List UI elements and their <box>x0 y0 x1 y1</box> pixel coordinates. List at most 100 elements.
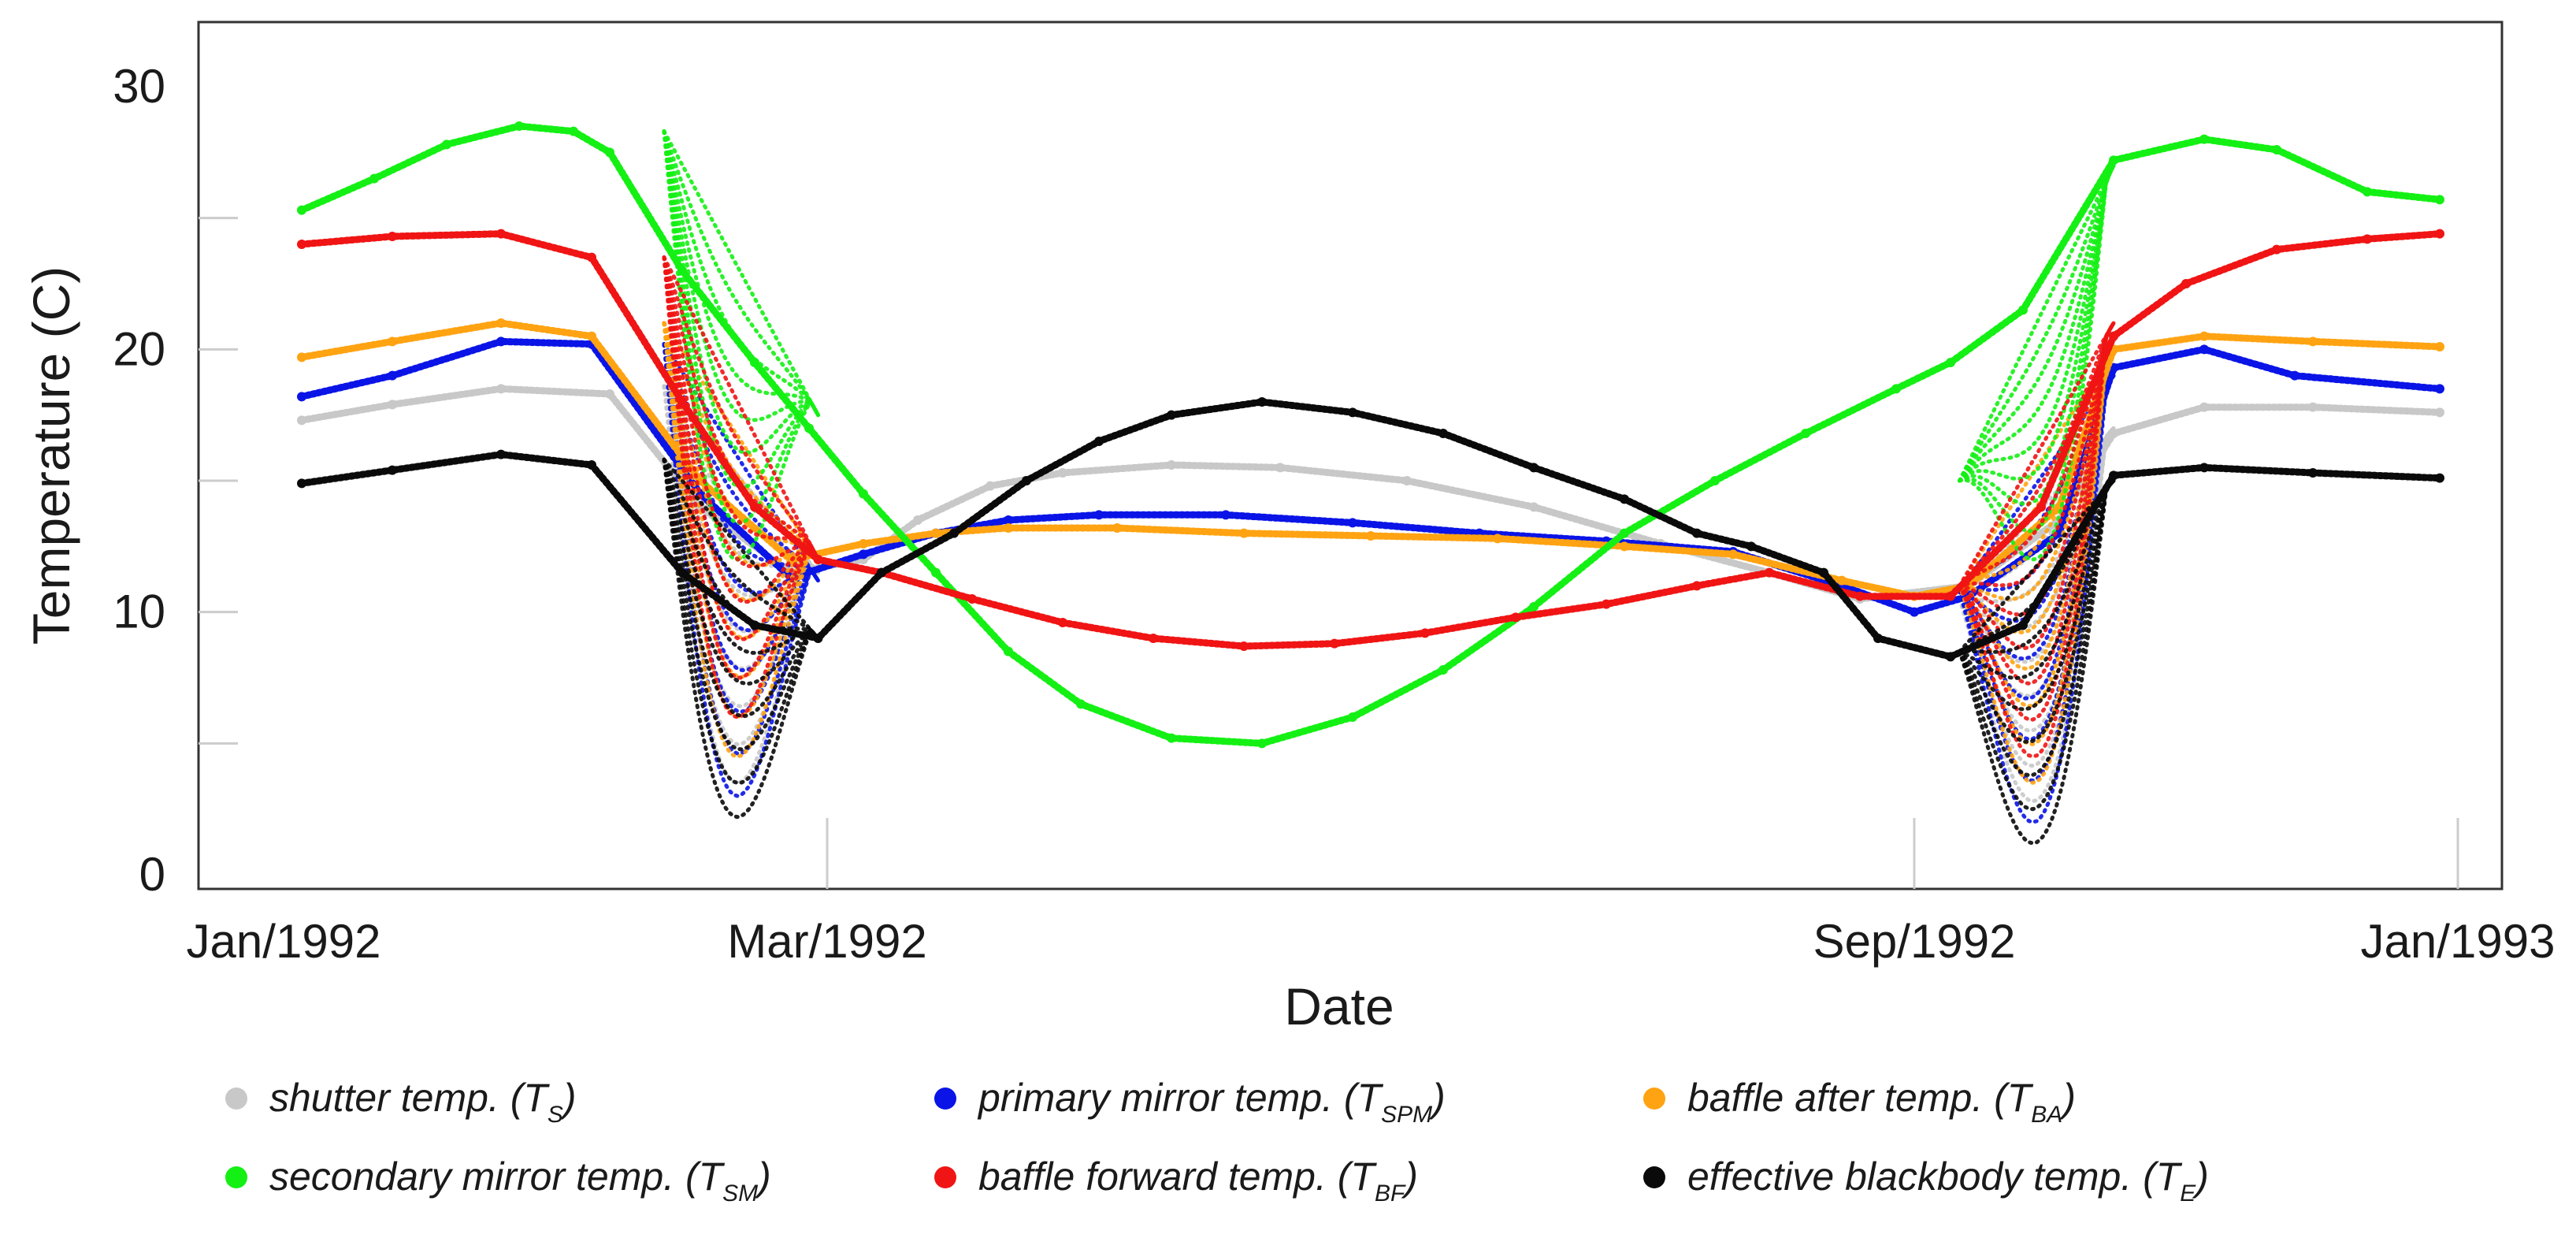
legend-label: secondary mirror temp. (TSM) <box>269 1154 771 1207</box>
scatter-band <box>1958 478 2116 680</box>
scatter-band <box>1958 478 2116 744</box>
data-point <box>1819 567 1828 578</box>
series-effective-blackbody-temp <box>297 397 2444 846</box>
scatter-band <box>662 255 820 562</box>
legend-marker <box>1643 1166 1665 1188</box>
data-point <box>388 465 397 475</box>
scatter-band <box>1958 163 2116 483</box>
scatter-band <box>1958 321 2116 686</box>
data-point <box>388 370 397 381</box>
data-point <box>1692 528 1702 538</box>
scatter-band <box>662 255 820 641</box>
scatter-band <box>662 457 820 686</box>
scatter-band <box>662 255 820 562</box>
data-point <box>859 549 868 560</box>
legend-item: shutter temp. (TS) <box>225 1076 577 1128</box>
legend-subscript: BA <box>2031 1102 2062 1128</box>
data-point <box>2435 195 2444 205</box>
x-tick-label: Sep/1992 <box>1813 915 2016 968</box>
legend-item: primary mirror temp. (TSPM) <box>934 1076 1446 1128</box>
legend-item: baffle forward temp. (TBF) <box>934 1154 1418 1207</box>
scatter-band <box>1958 478 2116 778</box>
data-point <box>1330 638 1339 649</box>
data-point <box>1692 581 1702 591</box>
data-point <box>1058 618 1067 627</box>
scatter-band <box>1958 163 2116 562</box>
scatter-band <box>1958 374 2116 783</box>
data-point <box>1620 494 1629 504</box>
y-tick-label: 0 <box>139 848 165 901</box>
data-point <box>388 336 397 347</box>
scatter-band <box>662 255 820 680</box>
data-point <box>1438 429 1448 438</box>
data-point <box>1873 634 1883 643</box>
scatter-band <box>1958 321 2116 650</box>
data-point <box>1094 437 1104 446</box>
data-point <box>388 232 397 241</box>
data-point <box>1004 523 1013 533</box>
data-point <box>913 515 922 525</box>
legend-symbol: T <box>1357 1076 1384 1120</box>
legend-marker <box>225 1088 247 1110</box>
legend-label: baffle forward temp. (TBF) <box>978 1154 1418 1207</box>
series-trace <box>298 385 2442 603</box>
legend-name: baffle forward temp. <box>978 1154 1327 1199</box>
scatter-band <box>662 321 820 719</box>
data-point <box>2435 384 2444 394</box>
scatter-band <box>662 255 820 604</box>
series-trace <box>298 230 2442 650</box>
y-axis-title: Temperature (C) <box>22 266 80 645</box>
legend-symbol: T <box>523 1076 550 1120</box>
data-point <box>985 481 995 491</box>
scatter-band <box>1958 321 2116 588</box>
legend-subscript: S <box>547 1102 563 1128</box>
x-tick-label: Mar/1992 <box>727 915 926 968</box>
data-point <box>297 240 306 249</box>
scatter-band <box>1958 163 2116 483</box>
data-point <box>1710 476 1720 485</box>
legend-marker <box>1643 1088 1665 1110</box>
scatter-band <box>662 129 820 562</box>
data-point <box>2363 234 2372 244</box>
scatter-band <box>662 457 820 656</box>
data-point <box>2018 305 2028 315</box>
data-point <box>1855 591 1865 601</box>
data-point <box>1348 407 1357 418</box>
data-point <box>2308 402 2318 412</box>
data-point <box>1438 665 1448 675</box>
scatter-band <box>662 255 820 569</box>
data-point <box>1946 591 1955 601</box>
data-point <box>2290 370 2299 381</box>
data-point <box>2181 279 2191 288</box>
scatter-band <box>662 129 820 418</box>
series-trace <box>298 122 2442 747</box>
scatter-band <box>662 457 820 786</box>
data-point <box>496 336 506 347</box>
data-point <box>877 567 886 578</box>
data-point <box>1022 476 1031 485</box>
scatter-band <box>662 255 820 562</box>
legend: shutter temp. (TS) primary mirror temp. (… <box>225 1076 2209 1207</box>
legend-marker <box>934 1088 956 1110</box>
scatter-band <box>662 255 820 562</box>
data-point <box>967 594 977 604</box>
data-point <box>1765 567 1774 578</box>
data-point <box>297 478 306 489</box>
minor-ticks <box>199 217 2459 889</box>
data-point <box>1257 397 1267 407</box>
legend-symbol: T <box>2156 1154 2183 1199</box>
scatter-band <box>662 129 820 418</box>
legend-label: primary mirror temp. (TSPM) <box>977 1076 1446 1128</box>
data-point <box>496 449 506 459</box>
series-shutter-temp <box>297 384 2444 804</box>
scatter-band <box>1958 163 2116 483</box>
legend-item: effective blackbody temp. (TE) <box>1643 1154 2209 1207</box>
data-point <box>1529 602 1539 612</box>
data-point <box>1239 641 1249 651</box>
data-point <box>1348 712 1357 722</box>
data-point <box>2272 244 2281 255</box>
legend-symbol: T <box>1350 1154 1377 1199</box>
data-point <box>2036 502 2046 512</box>
data-point <box>1529 502 1539 512</box>
